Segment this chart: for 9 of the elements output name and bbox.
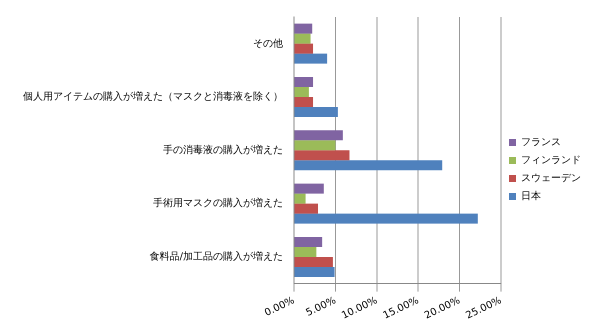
y-tick-label: 手の消毒液の購入が増えた [163,144,283,156]
y-tick-label: その他 [253,37,283,50]
y-tick-label: 個人用アイテムの購入が増えた（マスクと消毒液を除く） [23,90,283,103]
y-tick-label: 手術用マスクの購入が増えた [153,197,283,210]
legend-label: スウェーデン [521,173,581,184]
legend-label: フランス [521,137,561,148]
legend-label: 日本 [521,190,541,202]
y-tick-label: 食料品/加工品の購入が増えた [150,250,283,263]
legend-label: フィンランド [521,155,581,166]
